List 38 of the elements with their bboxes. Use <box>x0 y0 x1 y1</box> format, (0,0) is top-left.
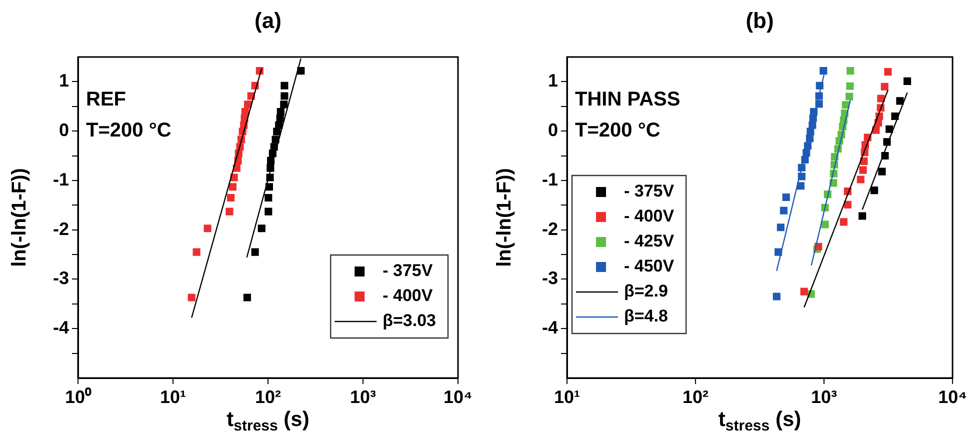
legend-label: - 400V <box>624 206 675 226</box>
x-tick-label: 10⁴ <box>938 386 968 407</box>
y-tick-label: -3 <box>542 268 558 288</box>
y-tick-label: 0 <box>548 120 558 140</box>
legend-label: β=3.03 <box>382 311 436 330</box>
y-tick-label: -3 <box>52 268 69 288</box>
legend-label: β=4.8 <box>624 306 668 326</box>
y-tick-label: 0 <box>58 120 69 140</box>
legend-label: - 400V <box>382 286 434 306</box>
legend-label: - 425V <box>624 232 675 251</box>
annotation: T=200 °C <box>86 120 172 142</box>
y-tick-label: -4 <box>542 318 558 338</box>
y-tick-label: 1 <box>58 70 69 91</box>
annotation: THIN PASS <box>575 88 680 111</box>
y-axis-title: ln(-ln(1-F)) <box>8 168 31 267</box>
y-tick-label: -2 <box>52 218 69 239</box>
x-tick-label: 10³ <box>811 386 838 407</box>
x-tick-label: 10⁰ <box>64 386 92 407</box>
x-tick-label: 10¹ <box>554 386 580 407</box>
x-tick-label: 10¹ <box>160 386 186 407</box>
x-tick-label: 10² <box>682 386 709 407</box>
legend-label: - 450V <box>624 256 675 276</box>
y-tick-label: -1 <box>542 169 558 190</box>
x-tick-label: 10³ <box>350 386 376 407</box>
annotation: REF <box>86 88 126 111</box>
y-axis-title: ln(-ln(1-F)) <box>494 168 516 267</box>
y-tick-label: -1 <box>52 169 69 190</box>
y-tick-label: -2 <box>542 218 558 239</box>
legend-label: β=2.9 <box>624 282 668 301</box>
legend-label: - 375V <box>624 182 675 201</box>
chart-title: (a) <box>254 8 282 34</box>
x-tick-label: 10² <box>254 386 282 407</box>
y-tick-label: -4 <box>52 318 69 338</box>
chart-title: (b) <box>746 8 774 34</box>
y-tick-label: 1 <box>548 70 558 91</box>
legend-label: - 375V <box>382 261 434 280</box>
x-tick-label: 10⁴ <box>444 386 472 407</box>
annotation: T=200 °C <box>575 120 660 142</box>
